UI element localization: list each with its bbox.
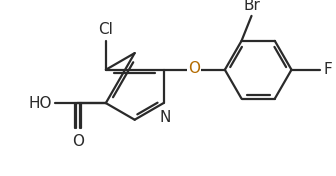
Text: O: O <box>188 61 200 76</box>
Text: F: F <box>323 62 332 77</box>
Text: HO: HO <box>28 96 52 111</box>
Text: Cl: Cl <box>98 22 113 37</box>
Text: Br: Br <box>243 0 260 12</box>
Text: O: O <box>73 134 84 149</box>
Text: N: N <box>160 110 171 125</box>
